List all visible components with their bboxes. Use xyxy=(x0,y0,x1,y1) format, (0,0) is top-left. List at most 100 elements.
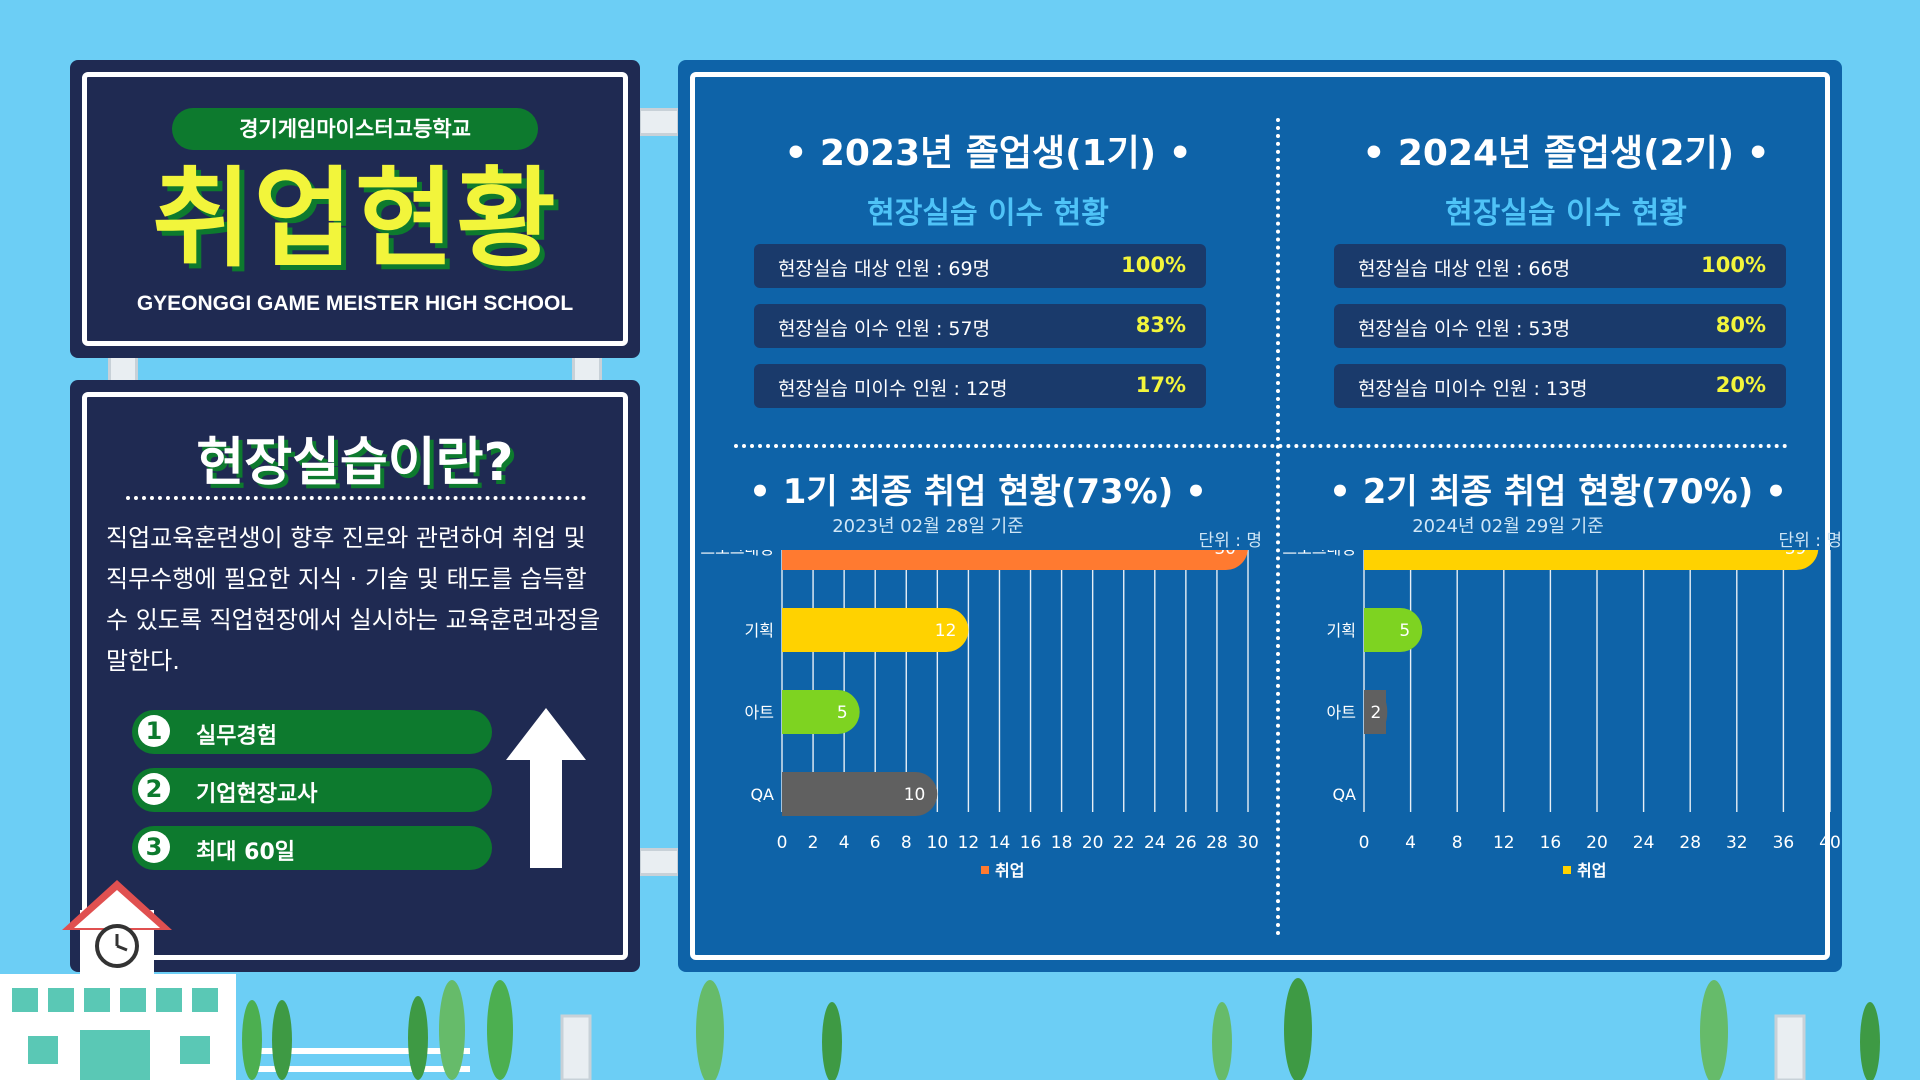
data-label: 2 xyxy=(1370,703,1381,723)
section-title-2023: • 2023년 졸업생(1기) • xyxy=(784,133,1192,174)
intro-line: 말한다. xyxy=(106,647,180,675)
x-tick-label: 0 xyxy=(1359,833,1370,853)
bar-cap xyxy=(782,690,804,734)
y-category-label: 기획 xyxy=(745,621,774,640)
x-tick-label: 16 xyxy=(1540,833,1562,853)
tree-icon xyxy=(242,978,1880,1080)
chart-unit-2: 단위 : 명 xyxy=(1778,531,1842,551)
stat-row: 현장실습 미이수 인원 : 13명 20% xyxy=(1334,364,1786,408)
data-label: 12 xyxy=(935,621,957,641)
step-label: 최대 60일 xyxy=(196,840,295,865)
chart-subtitle-1: 2023년 02월 28일 기준 xyxy=(832,516,1024,537)
x-tick-label: 20 xyxy=(1082,833,1104,853)
section-subtitle-2023: 현장실습 이수 현황 xyxy=(867,196,1109,231)
step-item: 2 기업현장교사 xyxy=(132,768,492,812)
x-tick-label: 4 xyxy=(1405,833,1416,853)
header-board: 경기게임마이스터고등학교 취업현황 GYEONGGI GAME MEISTER … xyxy=(70,60,640,358)
connector-post xyxy=(638,108,680,136)
stat-value: 80% xyxy=(1715,313,1766,337)
stat-value: 20% xyxy=(1715,373,1766,397)
bar-cap xyxy=(1364,608,1386,652)
bar xyxy=(1364,550,1819,570)
bar xyxy=(782,550,1248,570)
x-tick-label: 40 xyxy=(1819,833,1841,853)
x-tick-label: 12 xyxy=(958,833,980,853)
stats-panel-frame xyxy=(690,72,1830,960)
legend-label: 취업 xyxy=(1577,861,1606,880)
legend-label: 취업 xyxy=(995,861,1024,880)
x-tick-label: 24 xyxy=(1633,833,1655,853)
x-tick-label: 36 xyxy=(1773,833,1795,853)
intro-board: 현장실습이란? 직업교육훈련생이 향후 진로와 관련하여 취업 및 직무수행에 … xyxy=(70,380,640,972)
bar-cap xyxy=(782,608,804,652)
stat-row: 현장실습 이수 인원 : 57명 83% xyxy=(754,304,1206,348)
school-name-en: GYEONGGI GAME MEISTER HIGH SCHOOL xyxy=(136,292,574,315)
up-arrow-icon xyxy=(506,708,586,868)
step-label: 기업현장교사 xyxy=(196,782,318,807)
x-tick-label: 14 xyxy=(989,833,1011,853)
step-label: 실무경험 xyxy=(196,724,277,749)
stat-label: 현장실습 미이수 인원 : 12명 xyxy=(778,378,1008,400)
x-tick-label: 24 xyxy=(1144,833,1166,853)
chart-title-1: • 1기 최종 취업 현황(73%) • xyxy=(749,472,1207,512)
section-subtitle-2024: 현장실습 이수 현황 xyxy=(1445,196,1687,231)
stat-label: 현장실습 대상 인원 : 69명 xyxy=(778,258,991,280)
chart-title-2: • 2기 최종 취업 현황(70%) • xyxy=(1329,472,1787,512)
x-tick-label: 10 xyxy=(927,833,949,853)
chart-subtitle-2: 2024년 02월 29일 기준 xyxy=(1412,516,1604,537)
x-tick-label: 8 xyxy=(901,833,912,853)
bar-chart-2: 0 4 8 12 16 20 24 28 32 36 40 프로그래밍 39 기획 5 아트 2 QA 취업 xyxy=(1282,550,1841,880)
x-tick-label: 8 xyxy=(1452,833,1463,853)
x-tick-label: 32 xyxy=(1726,833,1748,853)
intro-paragraph: 직업교육훈련생이 향후 진로와 관련하여 취업 및 직무수행에 필요한 지식 ·… xyxy=(106,518,626,682)
step-number: 2 xyxy=(138,773,170,805)
step-number: 1 xyxy=(138,715,170,747)
intro-divider xyxy=(126,496,586,500)
stat-row: 현장실습 대상 인원 : 66명 100% xyxy=(1334,244,1786,288)
chart-unit-1: 단위 : 명 xyxy=(1198,531,1262,551)
x-tick-label: 16 xyxy=(1020,833,1042,853)
legend-swatch xyxy=(981,866,989,874)
data-label: 10 xyxy=(904,785,926,805)
step-item: 1 실무경험 xyxy=(132,710,492,754)
y-category-label: 기획 xyxy=(1327,621,1356,640)
data-label: 5 xyxy=(1399,621,1410,641)
data-label: 30 xyxy=(1214,550,1236,559)
intro-board-frame xyxy=(82,392,628,960)
x-tick-label: 6 xyxy=(870,833,881,853)
x-tick-label: 12 xyxy=(1493,833,1515,853)
x-tick-label: 30 xyxy=(1237,833,1259,853)
school-name-pill: 경기게임마이스터고등학교 xyxy=(172,108,538,150)
x-tick-label: 20 xyxy=(1586,833,1608,853)
stat-value: 100% xyxy=(1121,253,1186,277)
intro-title: 현장실습이란? xyxy=(196,433,514,493)
bar-cap xyxy=(782,550,804,570)
stat-value: 17% xyxy=(1135,373,1186,397)
x-tick-label: 0 xyxy=(777,833,788,853)
page-title: 취업현황 xyxy=(152,157,558,282)
y-category-label: QA xyxy=(750,785,774,804)
stats-panel: • 2023년 졸업생(1기) • 현장실습 이수 현황 현장실습 대상 인원 … xyxy=(678,60,1842,972)
intro-line: 직업교육훈련생이 향후 진로와 관련하여 취업 및 xyxy=(106,524,586,552)
vertical-divider xyxy=(1276,118,1280,936)
stat-row: 현장실습 미이수 인원 : 12명 17% xyxy=(754,364,1206,408)
y-category-label: 아트 xyxy=(1327,703,1356,722)
stat-value: 100% xyxy=(1701,253,1766,277)
x-tick-label: 2 xyxy=(808,833,819,853)
stat-value: 83% xyxy=(1135,313,1186,337)
horizontal-divider xyxy=(734,444,1788,448)
stat-label: 현장실습 이수 인원 : 53명 xyxy=(1358,318,1571,340)
stat-row: 현장실습 대상 인원 : 69명 100% xyxy=(754,244,1206,288)
y-category-label: 프로그래밍 xyxy=(700,550,774,558)
y-category-label: 아트 xyxy=(745,703,774,722)
step-number: 3 xyxy=(138,831,170,863)
header-board-frame xyxy=(82,72,628,346)
x-tick-label: 28 xyxy=(1679,833,1701,853)
bar xyxy=(782,608,969,652)
x-tick-label: 26 xyxy=(1175,833,1197,853)
stat-label: 현장실습 대상 인원 : 66명 xyxy=(1358,258,1571,280)
x-tick-label: 4 xyxy=(839,833,850,853)
data-label: 39 xyxy=(1785,550,1807,559)
y-category-label: QA xyxy=(1332,785,1356,804)
step-item: 3 최대 60일 xyxy=(132,826,492,870)
